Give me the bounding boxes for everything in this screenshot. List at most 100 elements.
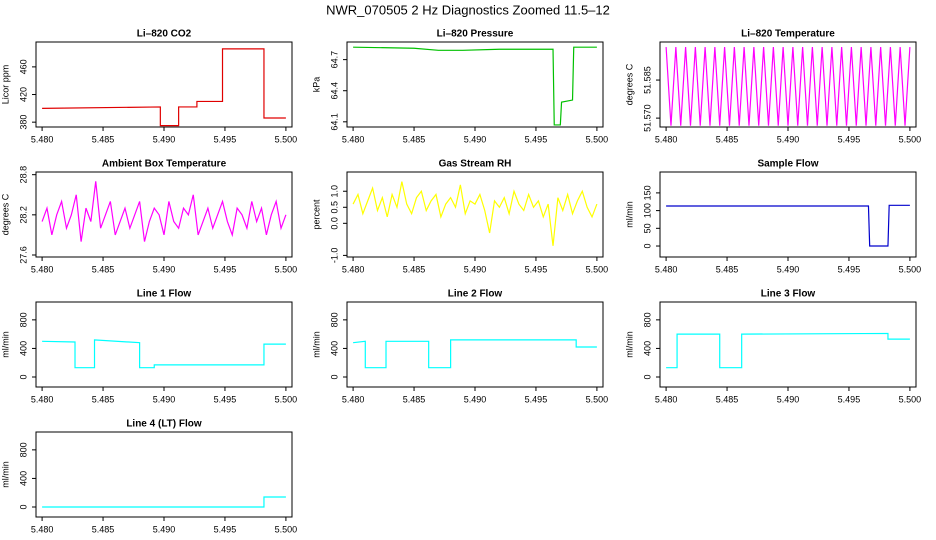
plot-area	[666, 204, 910, 247]
y-tick-label: -1.0	[329, 248, 339, 264]
y-tick-label: 64.4	[329, 82, 339, 100]
x-tick-label: 5.490	[153, 134, 176, 144]
panel: Li–820 CO2 Licor ppm 5.480 5.485 5.490 5.495 5…	[0, 29, 297, 145]
x-tick-label: 5.495	[214, 264, 237, 274]
data-line	[41, 181, 287, 242]
y-tick-label: 420	[18, 87, 28, 102]
x-tick-label: 5.485	[716, 134, 739, 144]
panel-title: Line 2 Flow	[448, 289, 503, 300]
panel: Sample Flow ml/min 5.480 5.485 5.490 5.495 5.5…	[624, 159, 921, 275]
x-tick-label: 5.500	[275, 264, 298, 274]
x-tick-label: 5.490	[777, 134, 800, 144]
x-tick-label: 5.485	[403, 134, 426, 144]
x-tick-label: 5.485	[92, 524, 115, 534]
x-tick-label: 5.480	[655, 264, 678, 274]
panel-title: Sample Flow	[757, 159, 818, 170]
y-tick-label: 400	[18, 471, 28, 486]
x-tick-label: 5.490	[464, 394, 487, 404]
panel: Li–820 Pressure kPa 5.480 5.485 5.490 5.495 5.…	[311, 29, 608, 145]
y-axis-label: percent	[311, 199, 321, 230]
data-line	[42, 496, 286, 508]
data-line	[42, 339, 286, 369]
data-line	[352, 181, 598, 246]
y-tick-label: 150	[642, 185, 652, 200]
x-tick-label: 5.490	[153, 264, 176, 274]
y-tick-label: 800	[329, 312, 339, 327]
panel: Gas Stream RH percent 5.480 5.485 5.490 5.495…	[311, 159, 608, 275]
y-tick-label: 64.1	[329, 113, 339, 131]
page-title: NWR_070505 2 Hz Diagnostics Zoomed 11.5–…	[326, 2, 610, 17]
x-tick-label: 5.490	[777, 394, 800, 404]
y-tick-label: 0.0	[329, 217, 339, 230]
plot-area	[41, 181, 287, 242]
plot-area	[353, 46, 597, 126]
x-tick-label: 5.480	[31, 264, 54, 274]
data-line	[665, 47, 911, 126]
x-tick-label: 5.500	[275, 394, 298, 404]
y-axis-label: kPa	[311, 77, 321, 93]
x-tick-label: 5.490	[153, 524, 176, 534]
plot-area	[42, 339, 286, 369]
y-tick-label: 0	[642, 244, 652, 249]
panel-title: Line 4 (LT) Flow	[126, 419, 202, 430]
y-tick-label: 800	[18, 312, 28, 327]
y-axis-label: degrees C	[624, 63, 634, 105]
x-tick-label: 5.490	[464, 134, 487, 144]
x-tick-label: 5.485	[403, 264, 426, 274]
y-tick-label: 50	[642, 223, 652, 233]
x-tick-label: 5.480	[31, 524, 54, 534]
y-axis-label: ml/min	[311, 331, 321, 358]
x-tick-label: 5.500	[899, 134, 922, 144]
plot-area	[666, 332, 910, 369]
panel-title: Li–820 CO2	[137, 29, 192, 40]
x-tick-label: 5.490	[777, 264, 800, 274]
data-line	[666, 204, 910, 247]
y-tick-label: 800	[18, 442, 28, 457]
x-tick-label: 5.480	[342, 264, 365, 274]
plot-area	[665, 47, 911, 126]
y-tick-label: 51.585	[642, 66, 652, 94]
y-tick-label: 28.2	[18, 206, 28, 224]
y-tick-label: 28.8	[18, 166, 28, 184]
data-line	[666, 332, 910, 369]
x-tick-label: 5.500	[586, 134, 609, 144]
x-tick-label: 5.495	[525, 264, 548, 274]
x-tick-label: 5.485	[716, 264, 739, 274]
panel-title: Li–820 Pressure	[437, 29, 514, 40]
x-tick-label: 5.485	[92, 264, 115, 274]
x-tick-label: 5.500	[899, 394, 922, 404]
y-tick-label: 400	[642, 341, 652, 356]
y-tick-label: 64.7	[329, 51, 339, 69]
panel: Li–820 Temperature degrees C 5.480 5.485 5.4…	[624, 29, 921, 145]
y-tick-label: 800	[642, 312, 652, 327]
x-tick-label: 5.480	[342, 394, 365, 404]
panel-title: Line 1 Flow	[137, 289, 192, 300]
y-tick-label: 0	[642, 374, 652, 379]
panel-title: Li–820 Temperature	[741, 29, 835, 40]
x-tick-label: 5.495	[525, 134, 548, 144]
y-tick-label: 1.0	[329, 185, 339, 198]
x-tick-label: 5.500	[275, 524, 298, 534]
y-tick-label: 0.5	[329, 201, 339, 214]
data-line	[353, 46, 597, 126]
panel: Ambient Box Temperature degrees C 5.480 5.4…	[0, 159, 297, 275]
y-tick-label: 0	[329, 374, 339, 379]
y-tick-label: 400	[18, 341, 28, 356]
x-tick-label: 5.485	[92, 394, 115, 404]
x-tick-label: 5.480	[655, 394, 678, 404]
plot-area	[352, 181, 598, 246]
x-tick-label: 5.480	[342, 134, 365, 144]
y-axis-label: degrees C	[0, 193, 10, 235]
x-tick-label: 5.480	[31, 394, 54, 404]
x-tick-label: 5.500	[899, 264, 922, 274]
x-tick-label: 5.490	[464, 264, 487, 274]
x-tick-label: 5.495	[214, 524, 237, 534]
panel: Line 4 (LT) Flow ml/min 5.480 5.485 5.490 5.4…	[0, 419, 297, 535]
x-tick-label: 5.500	[586, 264, 609, 274]
x-tick-label: 5.500	[586, 394, 609, 404]
y-tick-label: 380	[18, 115, 28, 130]
panel: Line 3 Flow ml/min 5.480 5.485 5.490 5.495 5.5…	[624, 289, 921, 405]
plot-area	[42, 496, 286, 508]
x-tick-label: 5.500	[275, 134, 298, 144]
